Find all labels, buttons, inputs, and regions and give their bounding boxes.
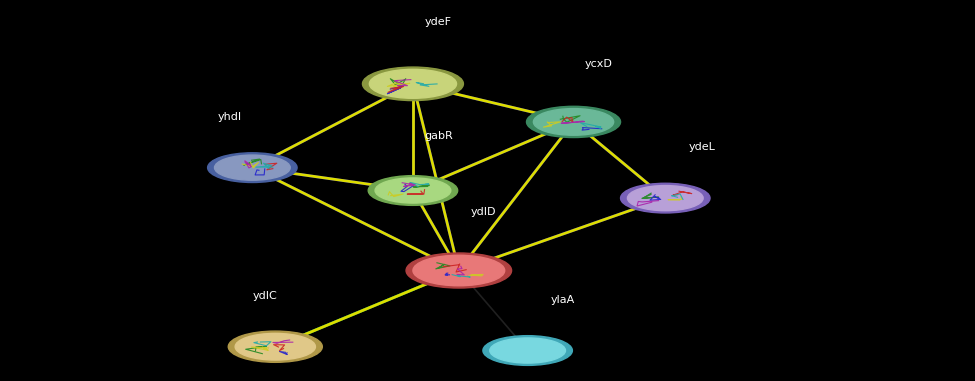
Circle shape [489,338,566,363]
Text: ycxD: ycxD [585,59,613,69]
Text: ydID: ydID [470,207,496,217]
Circle shape [483,336,572,365]
Circle shape [370,69,456,98]
Circle shape [369,176,457,205]
Circle shape [214,155,291,180]
Text: ydIC: ydIC [253,291,277,301]
Circle shape [406,253,512,288]
Text: yhdI: yhdI [218,112,242,122]
Circle shape [235,333,316,360]
Text: gabR: gabR [424,131,453,141]
Circle shape [413,255,505,286]
Text: ydeF: ydeF [424,17,451,27]
Circle shape [628,186,703,211]
Text: ydeL: ydeL [688,142,715,152]
Circle shape [208,153,297,182]
Circle shape [228,331,323,362]
Text: ylaA: ylaA [551,295,575,305]
Circle shape [375,178,450,203]
Circle shape [363,67,463,101]
Circle shape [620,183,710,213]
Circle shape [526,106,620,138]
Circle shape [533,109,613,135]
